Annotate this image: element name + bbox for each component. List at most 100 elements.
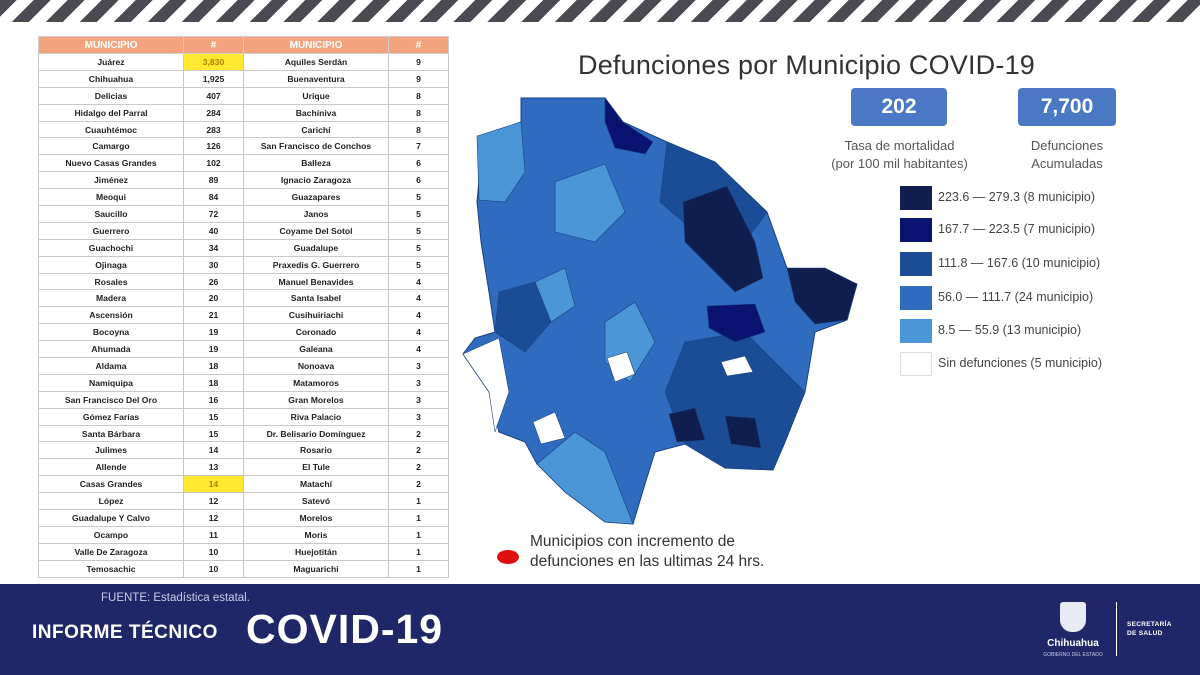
cell-count-b: 6 (388, 154, 449, 173)
cell-municipio-a: Jiménez (38, 171, 184, 190)
legend-item-5: 8.5 — 55.9 (13 municipio) (900, 319, 1140, 343)
cell-municipio-b: Coronado (243, 323, 389, 342)
page-title: Defunciones por Municipio COVID-19 (578, 50, 1036, 80)
cell-count-a: 13 (183, 458, 244, 477)
source-text: FUENTE: Estadística estatal. (101, 592, 250, 604)
table-row: Valle De Zaragoza 10 Huejotitán 1 (38, 542, 449, 561)
region-light-south (536, 431, 634, 525)
secretaria-line1: SECRETARÍA (1127, 621, 1172, 628)
cell-municipio-b: Satevó (243, 492, 389, 511)
logo-text: Chihuahua (1047, 638, 1099, 649)
footer-divider (1116, 602, 1117, 656)
table-row: Cuauhtémoc 283 Carichí 8 (38, 120, 449, 139)
cell-municipio-a: Hidalgo del Parral (38, 103, 184, 122)
cell-municipio-a: López (38, 492, 184, 511)
cell-municipio-b: Matachí (243, 475, 389, 494)
table-row: Camargo 126 San Francisco de Conchos 7 (38, 137, 449, 156)
cell-municipio-a: Delicias (38, 86, 184, 105)
header-count-1: # (183, 36, 244, 54)
table-row: Meoqui 84 Guazapares 5 (38, 188, 449, 207)
region-none-east (720, 355, 754, 377)
cell-municipio-b: Balleza (243, 154, 389, 173)
cell-municipio-a: Guadalupe Y Calvo (38, 509, 184, 527)
cell-municipio-b: Carichí (243, 120, 389, 139)
shield-icon (1060, 602, 1086, 632)
table-row: Saucillo 72 Janos 5 (38, 205, 449, 223)
cell-count-a: 15 (183, 407, 244, 426)
cell-municipio-a: Chihuahua (38, 69, 184, 88)
cell-count-a: 10 (183, 542, 244, 561)
legend-swatch-6 (900, 352, 932, 376)
cell-count-b: 4 (388, 289, 449, 308)
cell-count-a: 10 (183, 559, 244, 578)
cell-municipio-b: Riva Palacio (243, 407, 389, 426)
cell-count-a: 126 (183, 137, 244, 156)
cell-count-b: 4 (388, 306, 449, 325)
cell-count-a: 21 (183, 306, 244, 325)
cell-count-b: 5 (388, 188, 449, 207)
cell-count-b: 3 (388, 407, 449, 426)
table-row: Guachochi 34 Guadalupe 5 (38, 238, 449, 257)
cell-count-a: 11 (183, 525, 244, 544)
table-row: Delicias 407 Urique 8 (38, 86, 449, 105)
cell-count-b: 2 (388, 441, 449, 460)
cell-count-b: 3 (388, 373, 449, 392)
cell-municipio-a: Ascensión (38, 306, 184, 325)
cell-municipio-b: Guazapares (243, 188, 389, 207)
cell-count-a: 1,925 (183, 69, 244, 88)
mortality-rate-label-line1: Tasa de mortalidad (844, 138, 955, 153)
table-row: Bocoyna 19 Coronado 4 (38, 323, 449, 342)
cell-municipio-a: Allende (38, 458, 184, 477)
accumulated-deaths-value: 7,700 (1018, 88, 1116, 126)
legend-swatch-4 (900, 286, 932, 310)
cell-count-a: 26 (183, 272, 244, 291)
region-none-west (462, 337, 510, 433)
table-row: Temosachic 10 Maguarichi 1 (38, 559, 449, 578)
legend-item-2: 167.7 — 223.5 (7 municipio) (900, 218, 1140, 242)
cell-count-a: 12 (183, 509, 244, 527)
cell-count-b: 1 (388, 509, 449, 527)
cell-municipio-a: Gómez Farías (38, 407, 184, 426)
cell-municipio-b: Matamoros (243, 373, 389, 392)
increase-marker-icon (497, 550, 519, 564)
cell-municipio-b: Praxedis G. Guerrero (243, 255, 389, 274)
logo-subtext: GOBIERNO DEL ESTADO (1043, 652, 1103, 658)
cell-municipio-b: Rosario (243, 441, 389, 460)
cell-municipio-b: Moris (243, 525, 389, 544)
cell-count-b: 5 (388, 205, 449, 223)
legend-item-6: Sin defunciones (5 municipio) (900, 352, 1140, 376)
cell-count-b: 1 (388, 559, 449, 578)
region-darkest-east (786, 267, 858, 325)
cell-count-b: 7 (388, 137, 449, 156)
legend-label-5: 8.5 — 55.9 (13 municipio) (938, 323, 1082, 337)
table-header-row: MUNICIPIO # MUNICIPIO # (38, 36, 449, 54)
cell-municipio-a: Guerrero (38, 221, 184, 240)
cell-municipio-a: Saucillo (38, 205, 184, 223)
cell-municipio-a: Meoqui (38, 188, 184, 207)
informe-tecnico-label: INFORME TÉCNICO (32, 622, 218, 643)
cell-count-a: 3,830 (183, 53, 244, 71)
table-row: Namiquipa 18 Matamoros 3 (38, 373, 449, 392)
table-row: Ocampo 11 Moris 1 (38, 525, 449, 544)
cell-municipio-a: Casas Grandes (38, 475, 184, 494)
cell-count-a: 72 (183, 205, 244, 223)
cell-count-b: 2 (388, 424, 449, 443)
cell-count-a: 20 (183, 289, 244, 308)
table-row: Gómez Farías 15 Riva Palacio 3 (38, 407, 449, 426)
cell-count-a: 12 (183, 492, 244, 511)
cell-municipio-a: Temosachic (38, 559, 184, 578)
cell-count-b: 4 (388, 272, 449, 291)
cell-count-a: 16 (183, 390, 244, 409)
cell-count-b: 2 (388, 475, 449, 494)
cell-municipio-b: Janos (243, 205, 389, 223)
legend-swatch-2 (900, 218, 932, 242)
cell-municipio-a: Rosales (38, 272, 184, 291)
table-row: Juárez 3,830 Aquiles Serdán 9 (38, 53, 449, 71)
cell-municipio-b: Dr. Belisario Domínguez (243, 424, 389, 443)
decorative-stripe-bar (0, 0, 1200, 22)
header-municipio-1: MUNICIPIO (38, 36, 184, 54)
mortality-rate-label-line2: (por 100 mil habitantes) (831, 156, 968, 171)
region-dark-south-a (668, 407, 706, 443)
region-darkest-center (682, 185, 764, 293)
region-dark-delicias (706, 303, 766, 343)
